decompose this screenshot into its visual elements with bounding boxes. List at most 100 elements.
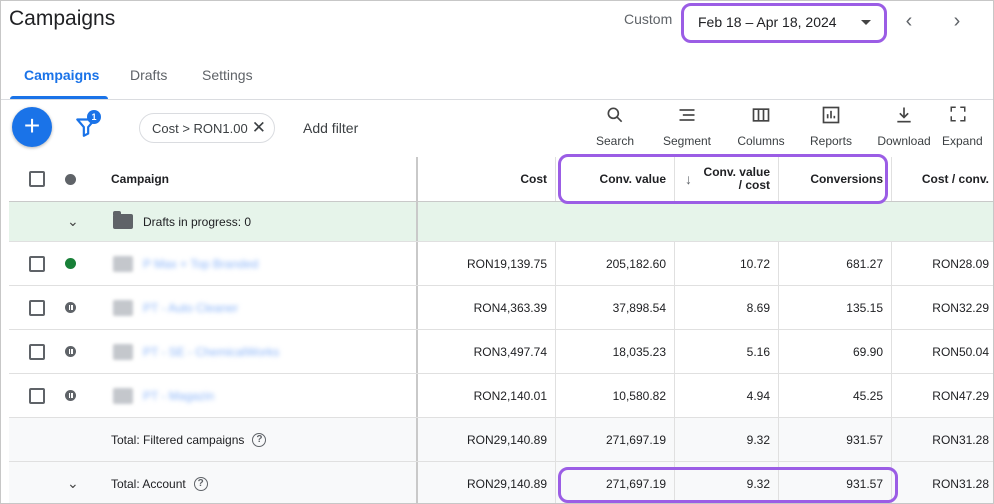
add-filter-button[interactable]: Add filter bbox=[303, 120, 359, 136]
row-status[interactable] bbox=[65, 242, 76, 285]
dropdown-caret-icon bbox=[861, 20, 871, 25]
paused-status-icon[interactable] bbox=[65, 390, 76, 401]
help-icon[interactable]: ? bbox=[193, 476, 208, 491]
row-status[interactable] bbox=[65, 330, 76, 373]
total-filtered-cost: RON29,140.89 bbox=[466, 432, 547, 447]
campaign-type-icon bbox=[113, 330, 133, 373]
tab-settings[interactable]: Settings bbox=[202, 67, 253, 83]
cost-cell: RON4,363.39 bbox=[473, 300, 547, 315]
campaign-type-icon bbox=[113, 242, 133, 285]
row-checkbox[interactable] bbox=[29, 374, 45, 417]
total-account-label: Total: Account? bbox=[111, 462, 208, 503]
filter-chip[interactable]: Cost > RON1.00 ✕ bbox=[139, 113, 275, 143]
active-tab-indicator bbox=[10, 96, 108, 99]
total-filtered-conversions: 931.57 bbox=[846, 432, 883, 447]
campaign-name-link[interactable]: P Max + Top Branded bbox=[143, 256, 259, 271]
header-cost[interactable]: Cost bbox=[520, 172, 547, 186]
expand-icon bbox=[935, 105, 993, 129]
campaign-name-link[interactable]: PT - Magazin bbox=[143, 388, 215, 403]
enabled-status-icon[interactable] bbox=[65, 258, 76, 269]
total-filtered-label: Total: Filtered campaigns? bbox=[111, 418, 267, 461]
conv-value-cost-cell: 4.94 bbox=[746, 388, 770, 403]
columns-button[interactable]: Columns bbox=[723, 105, 799, 148]
header-conversions[interactable]: Conversions bbox=[810, 172, 883, 186]
cost-cell: RON2,140.01 bbox=[473, 388, 547, 403]
campaign-name-link[interactable]: PT - SE - ChemicalWorks bbox=[143, 344, 280, 359]
reports-button[interactable]: Reports bbox=[793, 105, 869, 148]
filter-count-badge: 1 bbox=[87, 110, 101, 124]
conv-value-cell: 205,182.60 bbox=[605, 256, 666, 271]
table-row[interactable]: PT - Auto Cleaner RON4,363.39 37,898.54 8.6… bbox=[9, 286, 993, 330]
row-status[interactable] bbox=[65, 286, 76, 329]
expand-button[interactable]: Expand bbox=[935, 105, 993, 148]
total-filtered-row: Total: Filtered campaigns? RON29,140.89 … bbox=[9, 418, 993, 462]
total-filtered-conv-value: 271,697.19 bbox=[605, 432, 666, 447]
campaign-type-icon bbox=[113, 374, 133, 417]
header-conv-value[interactable]: Conv. value bbox=[599, 172, 666, 186]
drafts-row[interactable]: ⌄ Drafts in progress: 0 bbox=[9, 202, 993, 242]
paused-status-icon[interactable] bbox=[65, 302, 76, 313]
download-label: Download bbox=[877, 134, 931, 148]
conversions-cell: 681.27 bbox=[846, 256, 883, 271]
add-campaign-button[interactable]: + bbox=[12, 107, 52, 147]
row-status[interactable] bbox=[65, 374, 76, 417]
conv-value-cost-cell: 5.16 bbox=[746, 344, 770, 359]
row-checkbox[interactable] bbox=[29, 242, 45, 285]
expand-label: Expand bbox=[942, 134, 983, 148]
header-cost-per-conv[interactable]: Cost / conv. bbox=[921, 172, 989, 186]
reports-label: Reports bbox=[809, 134, 853, 148]
chevron-left-icon[interactable]: ‹ bbox=[905, 9, 913, 32]
total-account-conversions: 931.57 bbox=[846, 476, 883, 491]
date-preset-label: Custom bbox=[624, 11, 673, 27]
table-row[interactable]: PT - Magazin RON2,140.01 10,580.82 4.94 45.2… bbox=[9, 374, 993, 418]
search-button[interactable]: Search bbox=[577, 105, 653, 148]
segment-button[interactable]: Segment bbox=[649, 105, 725, 148]
columns-icon bbox=[723, 105, 799, 129]
chevron-right-icon[interactable]: › bbox=[953, 9, 961, 32]
conv-value-cost-cell: 8.69 bbox=[746, 300, 770, 315]
total-account-row: ⌄ Total: Account? RON29,140.89 271,697.1… bbox=[9, 462, 993, 503]
cost-conv-cell: RON50.04 bbox=[932, 344, 989, 359]
conv-value-cell: 10,580.82 bbox=[612, 388, 666, 403]
folder-icon bbox=[113, 202, 133, 241]
chevron-down-icon[interactable]: ⌄ bbox=[67, 475, 79, 491]
cost-cell: RON3,497.74 bbox=[473, 344, 547, 359]
table-row[interactable]: PT - SE - ChemicalWorks RON3,497.74 18,035… bbox=[9, 330, 993, 374]
cost-conv-cell: RON28.09 bbox=[932, 256, 989, 271]
status-header-icon[interactable] bbox=[65, 157, 76, 201]
paused-status-icon[interactable] bbox=[65, 346, 76, 357]
search-icon bbox=[577, 105, 653, 129]
conv-value-cost-cell: 10.72 bbox=[739, 256, 770, 271]
drafts-label: Drafts in progress: 0 bbox=[143, 214, 252, 229]
conv-value-cell: 37,898.54 bbox=[612, 300, 666, 315]
conversions-cell: 135.15 bbox=[846, 300, 883, 315]
select-all-checkbox[interactable] bbox=[29, 157, 45, 201]
columns-label: Columns bbox=[737, 134, 785, 148]
cost-conv-cell: RON47.29 bbox=[932, 388, 989, 403]
download-icon bbox=[866, 105, 942, 129]
total-account-cost: RON29,140.89 bbox=[466, 476, 547, 491]
download-button[interactable]: Download bbox=[866, 105, 942, 148]
date-range-picker[interactable]: Feb 18 – Apr 18, 2024 bbox=[681, 3, 887, 43]
page-title: Campaigns bbox=[9, 7, 116, 30]
table-header-row: Campaign Cost Conv. value ↓ Conv. value … bbox=[9, 157, 993, 202]
table-row[interactable]: P Max + Top Branded RON19,139.75 205,182.6… bbox=[9, 242, 993, 286]
header-conv-value-cost[interactable]: Conv. value / cost bbox=[703, 165, 770, 192]
row-checkbox[interactable] bbox=[29, 330, 45, 373]
total-filtered-cost-conv: RON31.28 bbox=[932, 432, 989, 447]
total-account-conv-value: 271,697.19 bbox=[605, 476, 666, 491]
reports-icon bbox=[793, 105, 869, 129]
sort-down-icon[interactable]: ↓ bbox=[685, 171, 692, 187]
campaign-name-link[interactable]: PT - Auto Cleaner bbox=[143, 300, 239, 315]
tab-campaigns[interactable]: Campaigns bbox=[24, 67, 100, 83]
filter-chip-label: Cost > RON1.00 bbox=[152, 121, 248, 136]
row-checkbox[interactable] bbox=[29, 286, 45, 329]
header-campaign[interactable]: Campaign bbox=[111, 172, 170, 186]
total-account-conv-value-cost: 9.32 bbox=[746, 476, 770, 491]
total-account-cost-conv: RON31.28 bbox=[932, 476, 989, 491]
tab-drafts[interactable]: Drafts bbox=[130, 67, 168, 83]
close-icon[interactable]: ✕ bbox=[251, 118, 266, 137]
help-icon[interactable]: ? bbox=[252, 432, 267, 447]
chevron-down-icon[interactable]: ⌄ bbox=[67, 213, 79, 229]
